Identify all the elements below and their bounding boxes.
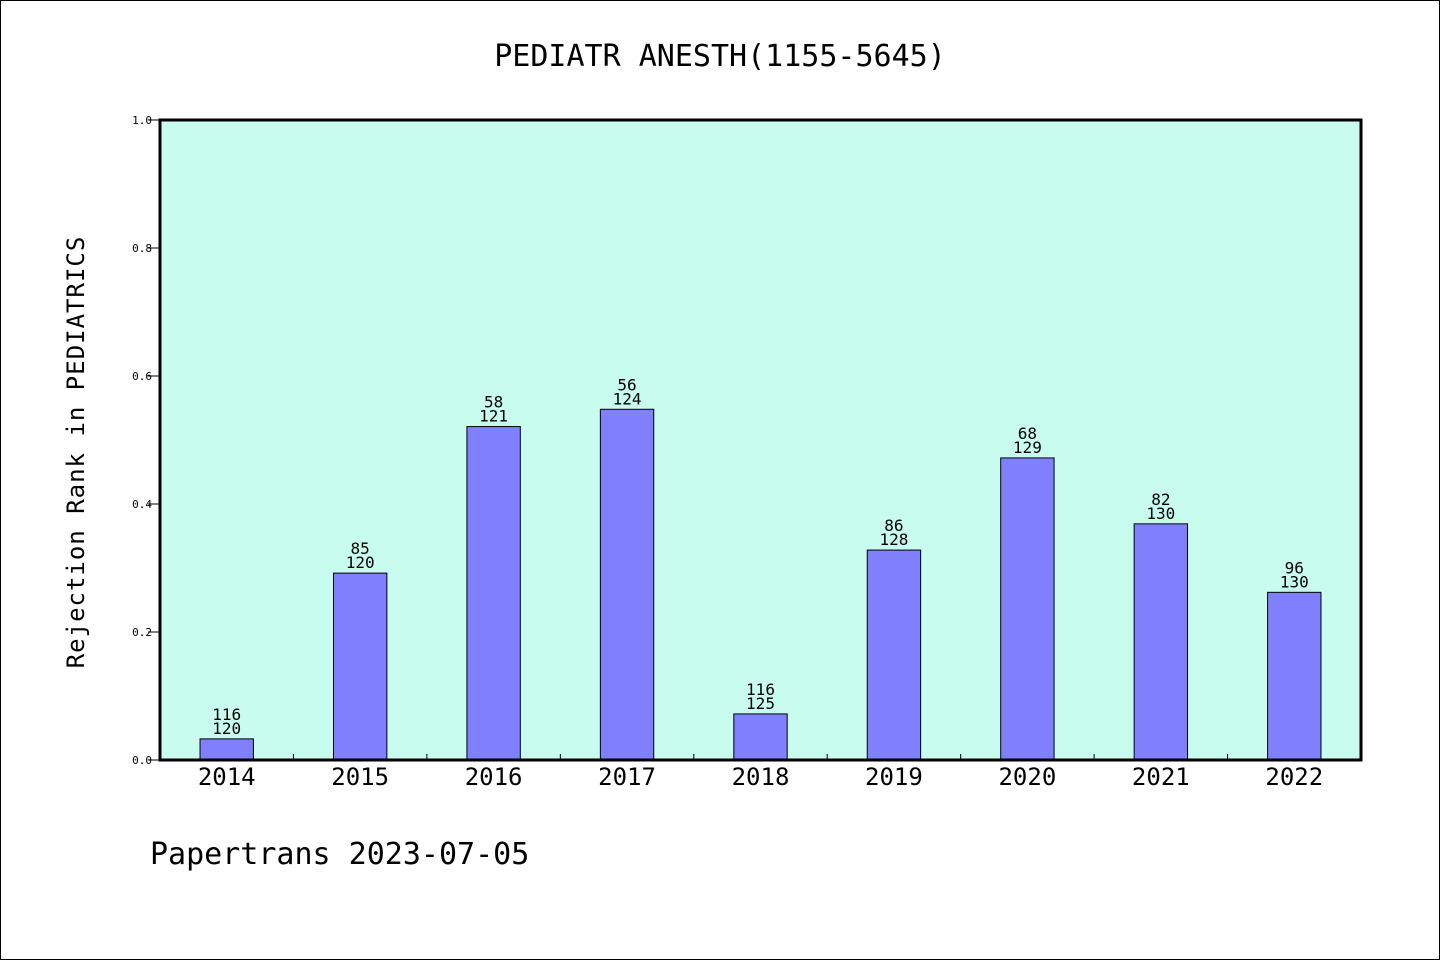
- data-label-bottom: 121: [479, 407, 508, 426]
- bar-2021: [1133, 523, 1189, 761]
- plot-border: [158, 118, 1363, 762]
- x-tick-label: 2017: [598, 763, 656, 791]
- x-tick-label: 2019: [865, 763, 923, 791]
- x-tick-label: 2021: [1132, 763, 1190, 791]
- footer-credit: Papertrans 2023-07-05: [150, 837, 529, 872]
- data-label-bottom: 120: [346, 553, 375, 572]
- data-label-top: 86: [884, 516, 903, 535]
- y-tick-label: 0.2: [132, 626, 152, 639]
- y-axis-label: Rejection Rank in PEDIATRICS: [62, 236, 90, 669]
- x-tick-label: 2022: [1265, 763, 1323, 791]
- data-label-bottom: 125: [746, 694, 775, 713]
- data-label-bottom: 129: [1013, 438, 1042, 457]
- data-label-bottom: 130: [1280, 572, 1309, 591]
- x-tick-label: 2015: [331, 763, 389, 791]
- y-tick-label: 0.8: [132, 242, 152, 255]
- data-label-top: 96: [1285, 558, 1304, 577]
- bar-series: [199, 408, 1322, 761]
- y-axis: 0.0 0.2 0.4 0.6 0.8 1.0: [132, 114, 160, 767]
- data-label-top: 85: [351, 539, 370, 558]
- bar-2017: [599, 408, 655, 761]
- data-label-bottom: 128: [879, 530, 908, 549]
- x-tick-label: 2018: [732, 763, 790, 791]
- chart-title: PEDIATR ANESTH(1155-5645): [494, 39, 946, 74]
- data-labels: 1161208512058121561241161258612868129821…: [212, 375, 1308, 738]
- y-tick-label: 0.0: [132, 754, 152, 767]
- data-label-bottom: 130: [1146, 504, 1175, 523]
- data-label-top: 56: [617, 375, 636, 394]
- bar-2016: [466, 426, 521, 761]
- data-label-bottom: 120: [212, 719, 241, 738]
- x-axis: 2014 2015 2016 2017 2018 2019 2020 2021 2022: [198, 754, 1323, 791]
- bar-2020: [1000, 457, 1055, 761]
- bar-2014: [199, 738, 254, 761]
- data-label-top: 68: [1018, 424, 1037, 443]
- data-label-top: 58: [484, 393, 503, 412]
- bar-2018: [733, 713, 788, 761]
- data-label-top: 116: [746, 680, 775, 699]
- data-label-top: 82: [1151, 490, 1170, 509]
- data-label-bottom: 124: [613, 389, 642, 408]
- data-label-top: 116: [212, 705, 241, 724]
- x-tick-label: 2014: [198, 763, 256, 791]
- x-tick-label: 2020: [998, 763, 1056, 791]
- y-tick-label: 0.6: [132, 370, 152, 383]
- bar-2015: [332, 572, 388, 761]
- bar-2022: [1267, 591, 1322, 761]
- y-tick-label: 0.4: [132, 498, 152, 511]
- bar-2019: [866, 549, 922, 761]
- y-tick-label: 1.0: [132, 114, 152, 127]
- x-tick-label: 2016: [465, 763, 523, 791]
